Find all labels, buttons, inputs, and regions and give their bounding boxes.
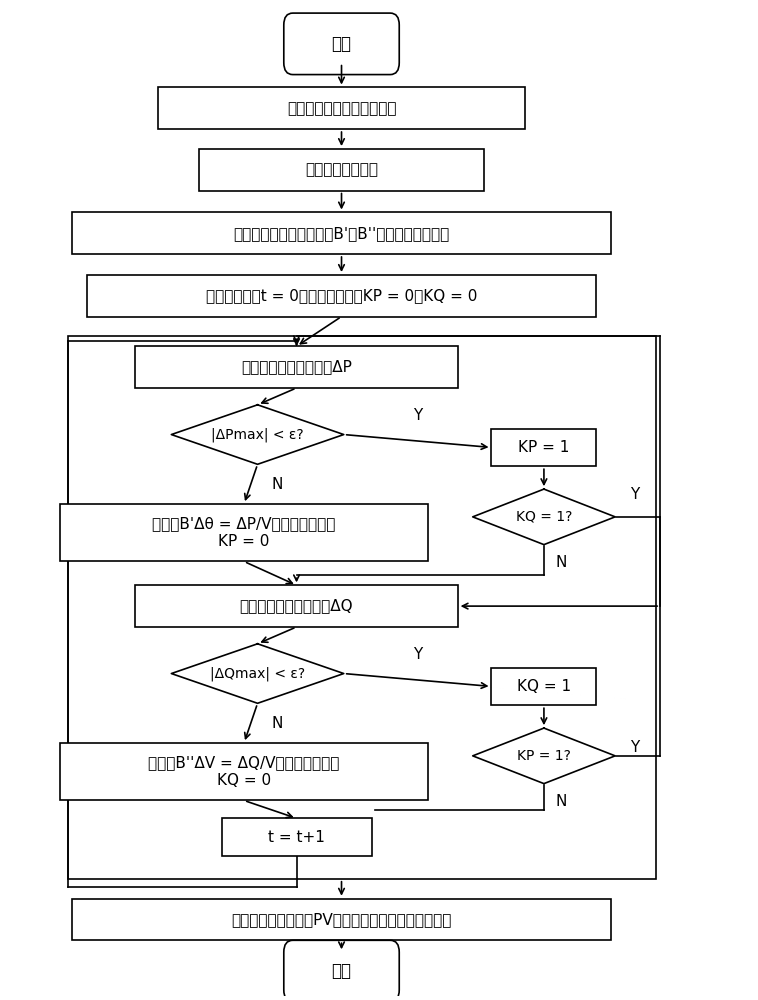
Bar [68,336,656,879]
FancyBboxPatch shape [283,940,399,1000]
Text: 形成修正方程的系数矩阵B'和B''并进行因子表分解: 形成修正方程的系数矩阵B'和B''并进行因子表分解 [233,226,449,241]
Text: Y: Y [630,487,640,502]
Text: Y: Y [413,408,422,423]
Text: 结束: 结束 [331,962,352,980]
Text: KP = 1: KP = 1 [518,440,569,455]
Text: 开始: 开始 [331,35,352,53]
Bar [86,275,597,317]
Bar [221,818,371,856]
Text: KP = 1?: KP = 1? [517,749,571,763]
Text: |ΔQmax| < ε?: |ΔQmax| < ε? [210,666,305,681]
Polygon shape [473,728,615,784]
Text: N: N [271,477,283,492]
Text: 计算平衡节点功率及PV节点无功功率，计算支路功率: 计算平衡节点功率及PV节点无功功率，计算支路功率 [231,912,452,927]
Text: 解方程B''ΔV = ΔQ/V，修正电压幅值
KQ = 0: 解方程B''ΔV = ΔQ/V，修正电压幅值 KQ = 0 [149,756,340,788]
FancyBboxPatch shape [283,13,399,75]
Bar [136,346,458,388]
Bar [72,212,612,254]
Bar [491,668,597,705]
Text: N: N [555,555,566,570]
Polygon shape [473,489,615,545]
Text: N: N [271,716,283,731]
Bar [158,87,525,129]
Text: KQ = 1?: KQ = 1? [515,510,572,524]
Bar [61,504,428,561]
Bar [136,585,458,627]
Text: 解方程B'Δθ = ΔP/V，修正电压相角
KP = 0: 解方程B'Δθ = ΔP/V，修正电压相角 KP = 0 [152,517,336,549]
Polygon shape [171,405,344,464]
Text: 设置迭代计数t = 0，设置收敛标志KP = 0，KQ = 0: 设置迭代计数t = 0，设置收敛标志KP = 0，KQ = 0 [206,288,478,303]
Text: 原始数据输入和电压初始化: 原始数据输入和电压初始化 [287,101,396,116]
Bar [199,149,484,191]
Text: 形成节点导纳矩阵: 形成节点导纳矩阵 [305,162,378,177]
Bar [72,899,612,940]
Text: N: N [555,794,566,809]
Text: Y: Y [413,647,422,662]
Text: t = t+1: t = t+1 [268,830,325,845]
Text: 计算有功功率不平衡量ΔP: 计算有功功率不平衡量ΔP [241,360,352,375]
Bar [61,743,428,800]
Text: Y: Y [630,740,640,755]
Text: KQ = 1: KQ = 1 [517,679,571,694]
Polygon shape [171,644,344,703]
Text: 计算无功功率不平衡量ΔQ: 计算无功功率不平衡量ΔQ [240,599,353,614]
Text: |ΔPmax| < ε?: |ΔPmax| < ε? [211,427,304,442]
Bar [491,429,597,466]
